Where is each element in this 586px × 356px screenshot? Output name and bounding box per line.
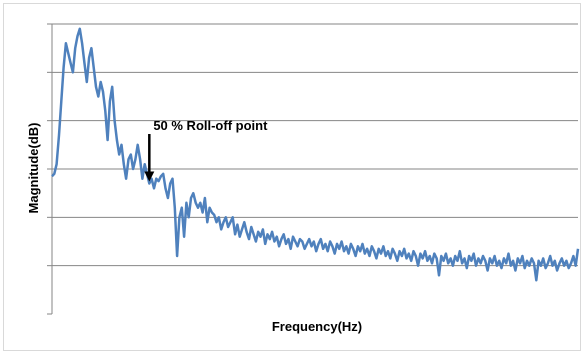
- series-group: [51, 27, 580, 282]
- y-axis-label: Magnitude(dB): [26, 123, 41, 214]
- annotation-arrow-head: [144, 171, 155, 182]
- annotation-group: 50 % Roll-off point: [144, 118, 268, 182]
- annotation-label: 50 % Roll-off point: [153, 118, 268, 133]
- x-axis-label: Frequency(Hz): [272, 319, 362, 334]
- gridlines: [52, 23, 578, 267]
- series-line: [51, 27, 580, 282]
- chart-frame: [3, 3, 581, 351]
- y-axis-ticks: [47, 23, 52, 315]
